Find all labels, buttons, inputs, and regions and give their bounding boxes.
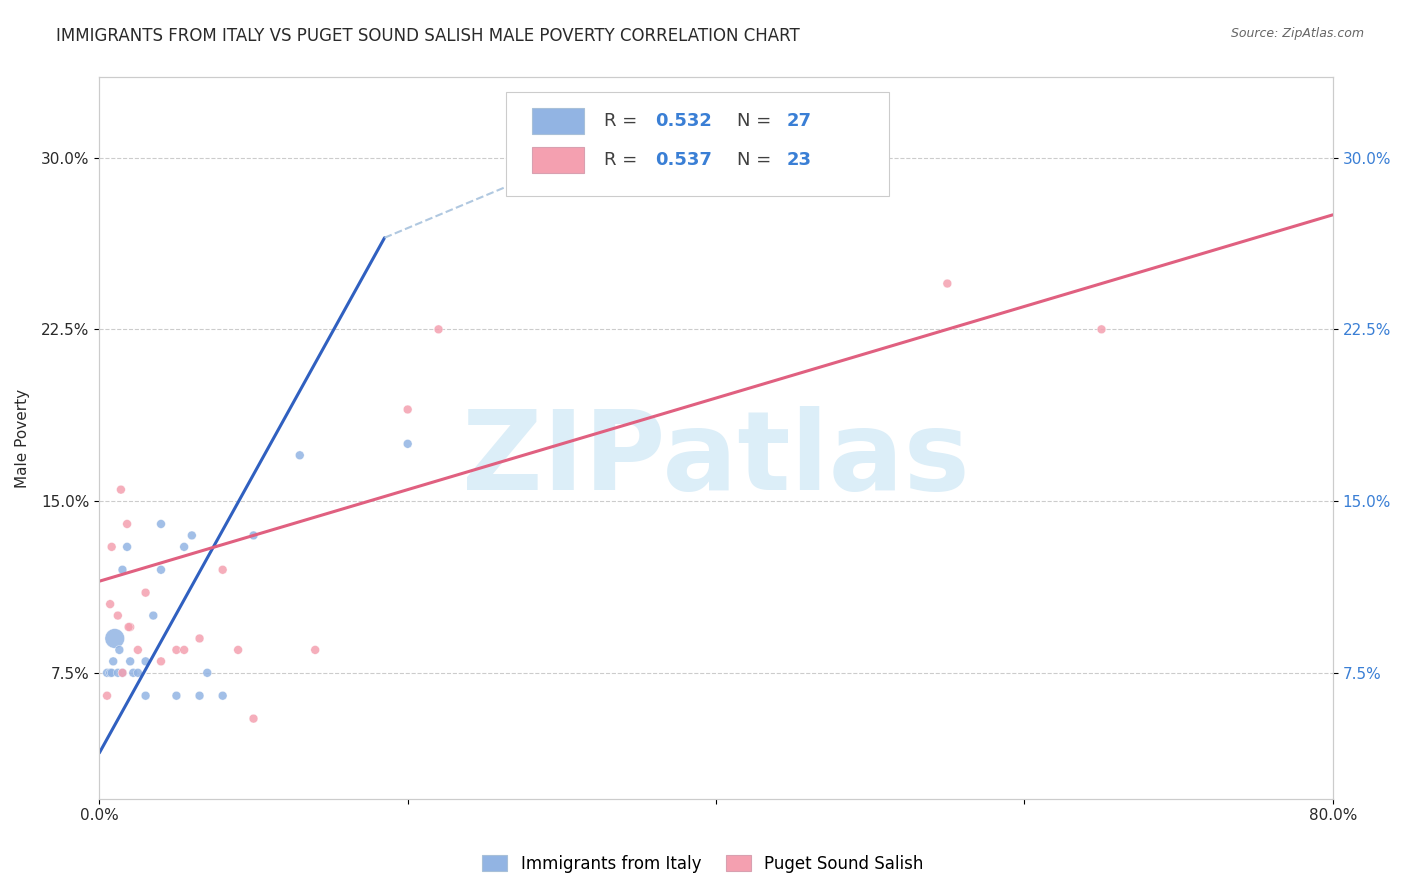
Text: R =: R = <box>603 152 643 169</box>
Point <box>103 654 125 668</box>
Point <box>173 643 195 657</box>
Legend: Immigrants from Italy, Puget Sound Salish: Immigrants from Italy, Puget Sound Salis… <box>475 848 931 880</box>
FancyBboxPatch shape <box>533 147 583 173</box>
Point <box>150 516 173 531</box>
Point <box>96 665 118 680</box>
Point <box>127 665 149 680</box>
Point <box>226 643 249 657</box>
Point <box>120 654 142 668</box>
Point <box>98 665 121 680</box>
Point <box>396 437 419 451</box>
Point <box>107 608 129 623</box>
Point <box>100 540 122 554</box>
FancyBboxPatch shape <box>506 92 889 196</box>
Point <box>142 608 165 623</box>
Point <box>120 620 142 634</box>
Point <box>180 528 202 542</box>
Point <box>211 563 233 577</box>
Text: IMMIGRANTS FROM ITALY VS PUGET SOUND SALISH MALE POVERTY CORRELATION CHART: IMMIGRANTS FROM ITALY VS PUGET SOUND SAL… <box>56 27 800 45</box>
Point <box>304 643 326 657</box>
Text: R =: R = <box>603 112 643 129</box>
Point <box>117 620 139 634</box>
Point <box>135 585 157 599</box>
Point <box>242 712 264 726</box>
Point <box>165 643 187 657</box>
Point <box>98 597 121 611</box>
Point <box>127 643 149 657</box>
Point <box>135 689 157 703</box>
Point <box>100 665 122 680</box>
Text: ZIPatlas: ZIPatlas <box>463 406 970 513</box>
Text: 0.532: 0.532 <box>655 112 713 129</box>
Point <box>150 654 173 668</box>
Text: N =: N = <box>737 112 778 129</box>
Y-axis label: Male Poverty: Male Poverty <box>15 389 30 488</box>
Point <box>108 643 131 657</box>
Point <box>111 563 134 577</box>
Point <box>211 689 233 703</box>
FancyBboxPatch shape <box>533 108 583 134</box>
Point <box>1090 322 1112 336</box>
Point <box>936 277 959 291</box>
Point <box>111 665 134 680</box>
Point <box>165 689 187 703</box>
Point <box>427 322 450 336</box>
Point <box>188 689 211 703</box>
Point <box>115 516 138 531</box>
Text: 0.537: 0.537 <box>655 152 713 169</box>
Point <box>288 448 311 462</box>
Point <box>173 540 195 554</box>
Text: 23: 23 <box>786 152 811 169</box>
Point <box>122 665 145 680</box>
Point <box>188 632 211 646</box>
Point <box>135 654 157 668</box>
Point <box>242 528 264 542</box>
Point <box>96 689 118 703</box>
Point <box>115 540 138 554</box>
Point <box>104 632 127 646</box>
Point <box>111 665 134 680</box>
Text: 27: 27 <box>786 112 811 129</box>
Point <box>150 563 173 577</box>
Point <box>396 402 419 417</box>
Text: N =: N = <box>737 152 778 169</box>
Point <box>110 483 132 497</box>
Point <box>107 665 129 680</box>
Point <box>195 665 218 680</box>
Text: Source: ZipAtlas.com: Source: ZipAtlas.com <box>1230 27 1364 40</box>
